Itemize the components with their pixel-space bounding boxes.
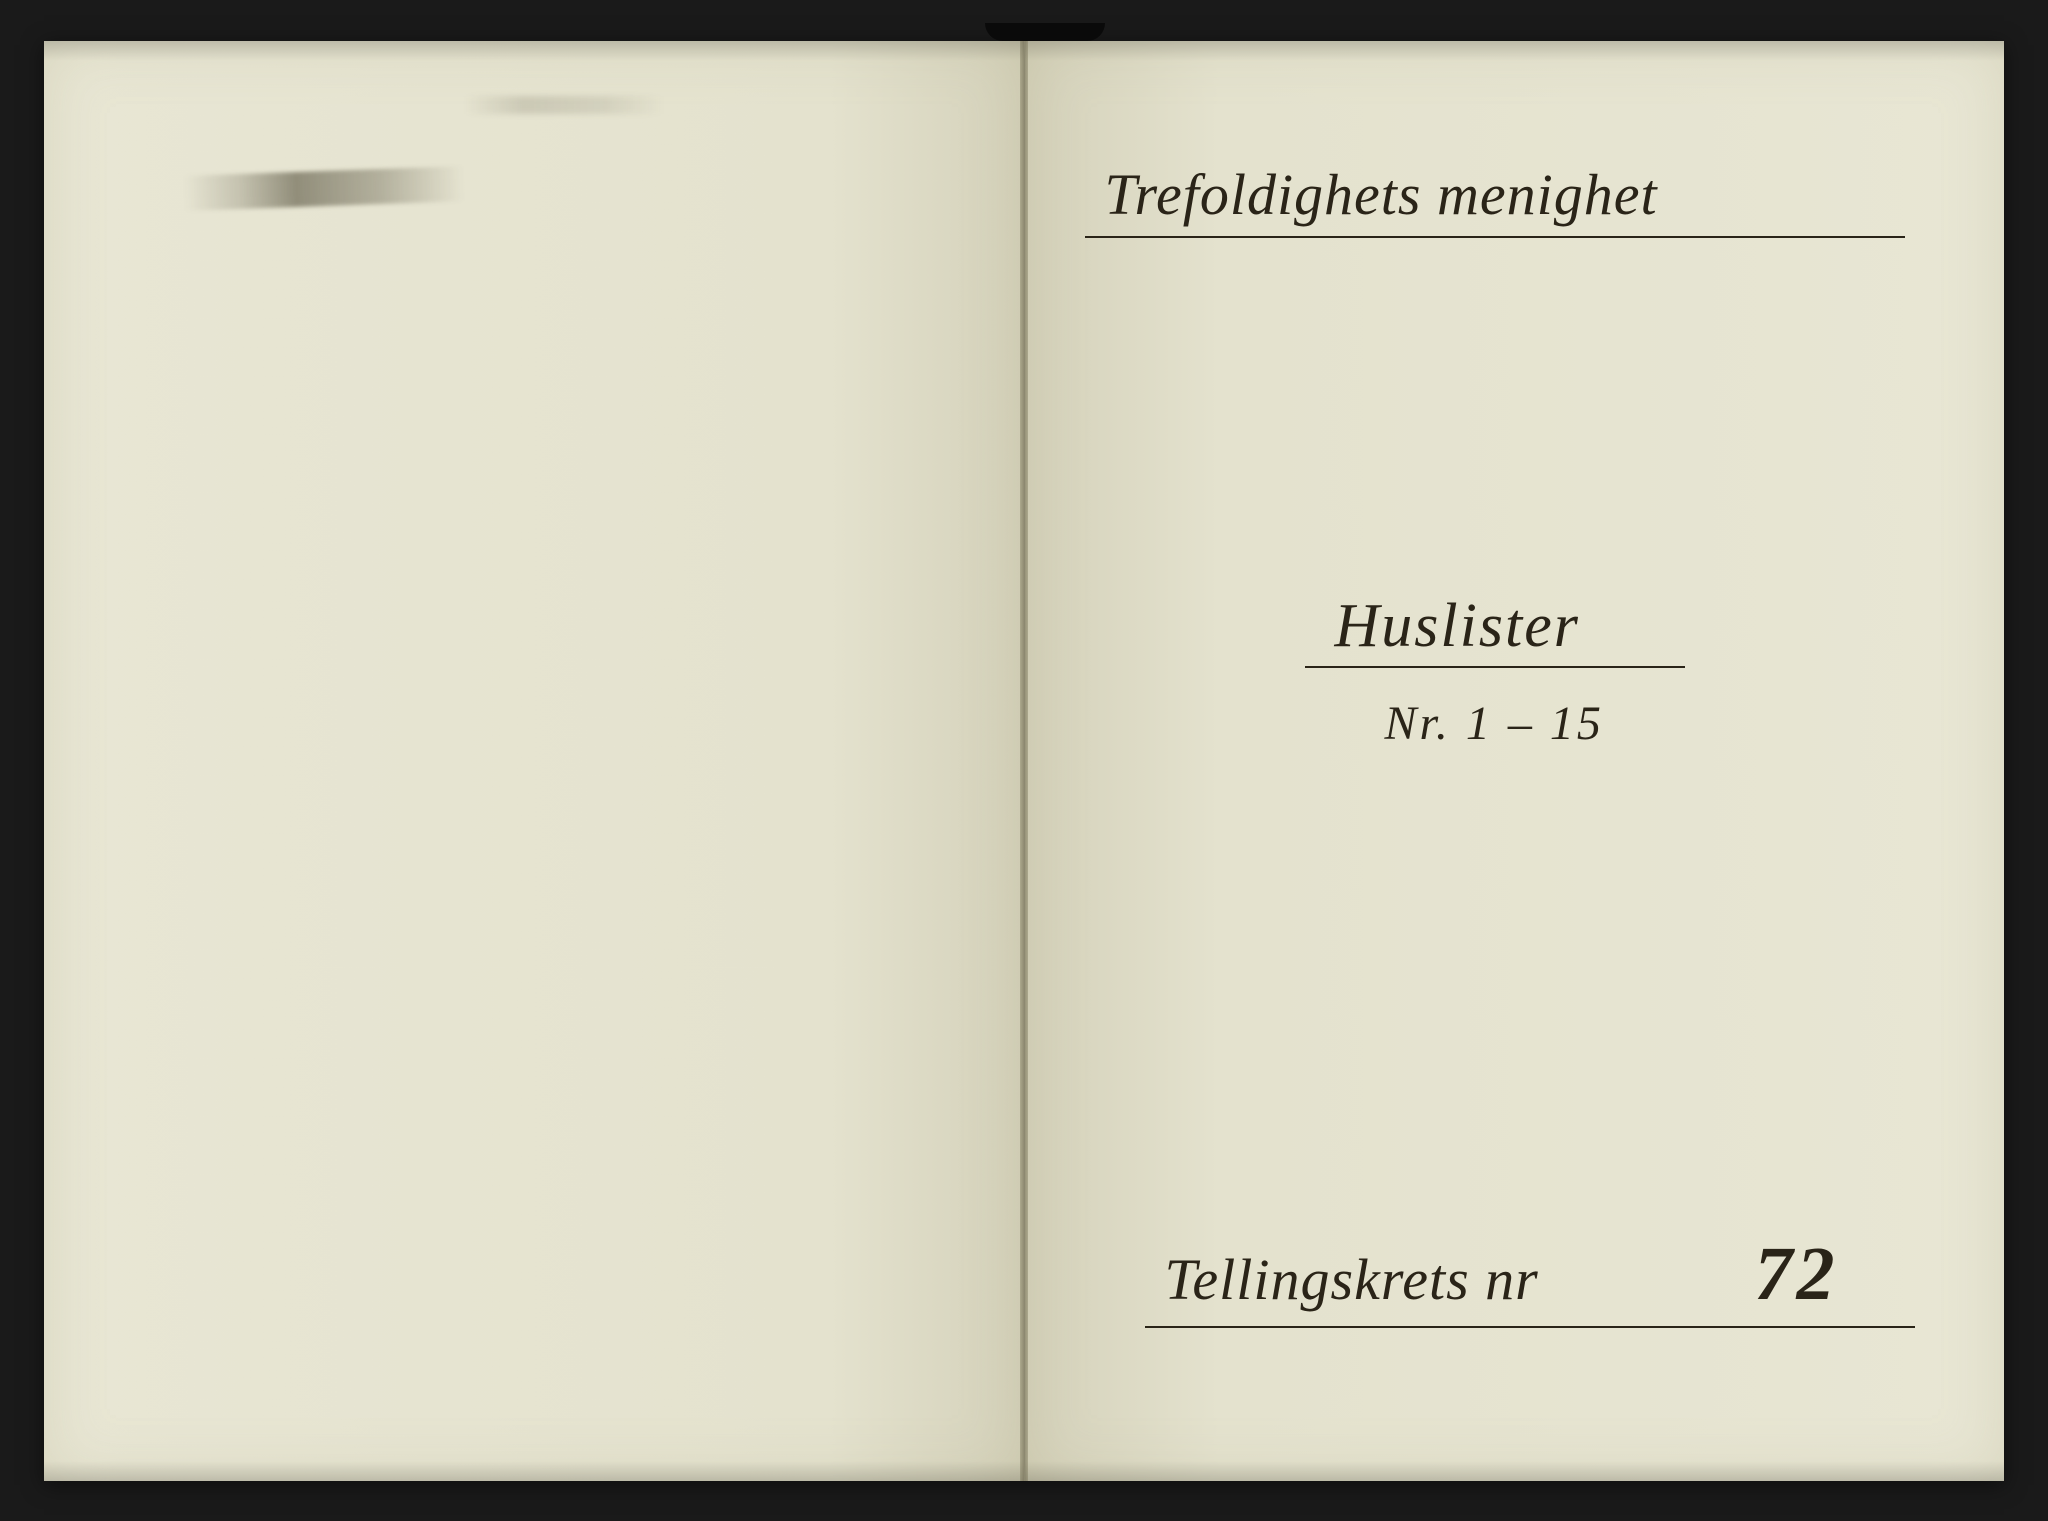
scan-edge-artifact — [985, 23, 1105, 41]
page-shadow — [44, 41, 1024, 61]
bottom-underline — [1145, 1326, 1915, 1328]
district-number: 72 — [1755, 1231, 1839, 1318]
right-page: Trefoldighets menighet Huslister Nr. 1 –… — [1025, 41, 2005, 1481]
ink-smudge — [183, 166, 464, 211]
document-spread: Trefoldighets menighet Huslister Nr. 1 –… — [44, 41, 2004, 1481]
page-shadow — [44, 1461, 1024, 1481]
parish-title: Trefoldighets menighet — [1105, 161, 1658, 228]
heading-underline — [1305, 666, 1685, 668]
list-heading: Huslister — [1335, 591, 1580, 662]
left-page — [44, 41, 1025, 1481]
district-label: Tellingskrets nr — [1165, 1246, 1539, 1313]
list-range: Nr. 1 – 15 — [1385, 696, 1604, 751]
ink-smudge — [464, 96, 664, 114]
page-shadow — [1025, 1461, 2005, 1481]
book-spine — [1020, 41, 1028, 1481]
page-shadow — [1025, 41, 2005, 61]
title-underline — [1085, 236, 1905, 238]
